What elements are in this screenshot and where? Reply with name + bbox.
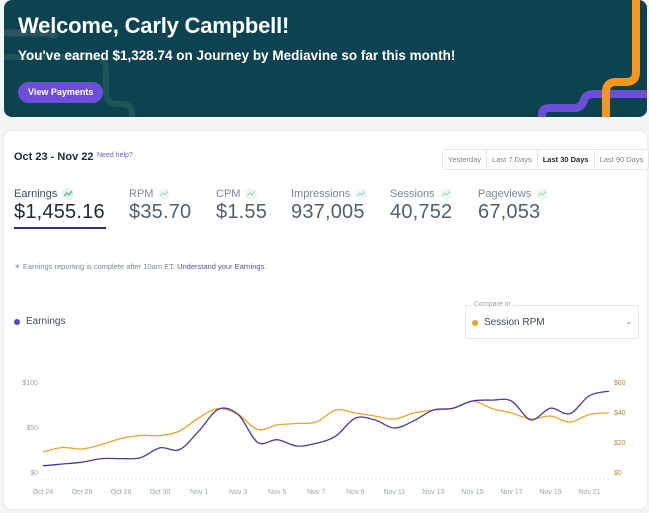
compare-selected-value: Session RPM [484, 317, 545, 328]
metric-cpm[interactable]: CPM $1.55 [216, 188, 267, 224]
x-tick-label: Nov 11 [383, 489, 405, 496]
x-tick-label: Nov 13 [422, 489, 444, 496]
range-last-30-days-button[interactable]: Last 30 Days [537, 150, 595, 169]
earnings-legend: Earnings [14, 316, 65, 327]
metric-label: CPM [216, 188, 241, 200]
metric-value: $1,455.16 [14, 201, 105, 223]
range-yesterday-button[interactable]: Yesterday [443, 150, 488, 169]
note-text: Earnings reporting is complete after 10a… [22, 262, 175, 271]
earnings-note: ☀ Earnings reporting is complete after 1… [14, 262, 266, 271]
y-right-tick-label: $0 [614, 470, 622, 477]
metric-label: Sessions [390, 188, 435, 200]
need-help-link[interactable]: Need help? [97, 152, 133, 159]
x-tick-label: Nov 21 [578, 489, 600, 496]
active-metric-underline [14, 227, 106, 229]
compare-to-select[interactable]: Compare to Session RPM ⌄ [465, 301, 639, 339]
x-tick-label: Nov 3 [229, 489, 247, 496]
banner-decoration [4, 0, 647, 117]
metric-label: Impressions [291, 188, 351, 200]
metric-label: Earnings [14, 188, 58, 200]
x-tick-label: Nov 5 [268, 489, 286, 496]
trending-up-icon [158, 188, 171, 200]
x-tick-label: Nov 17 [500, 489, 522, 496]
welcome-banner: Welcome, Carly Campbell! You've earned $… [4, 0, 647, 117]
metric-value: $1.55 [216, 201, 268, 223]
x-tick-label: Oct 30 [150, 489, 171, 496]
metric-earnings[interactable]: Earnings $1,455.16 [14, 188, 106, 229]
earnings-chart: $0 $50 $100 $0 $20 $40 $60 Oct 24 Oct 26 Oct 28 Oc… [22, 380, 626, 496]
x-tick-label: Nov 15 [461, 489, 483, 496]
metric-label: RPM [129, 188, 154, 200]
earnings-series-line [42, 390, 610, 467]
trending-up-icon [439, 188, 452, 200]
date-range-selector: Yesterday Last 7 Days Last 30 Days Last … [442, 149, 649, 170]
y-right-tick-label: $20 [614, 440, 626, 447]
y-left-tick-label: $100 [22, 380, 38, 387]
metric-rpm[interactable]: RPM $35.70 [129, 188, 191, 224]
sun-icon: ☀ [14, 262, 21, 271]
x-tick-label: Nov 1 [190, 489, 208, 496]
x-tick-label: Nov 19 [539, 489, 561, 496]
range-last-7-days-button[interactable]: Last 7 Days [487, 150, 538, 169]
earnings-card: Oct 23 - Nov 22 Need help? Yesterday Las… [4, 131, 649, 509]
session-rpm-series-line [42, 400, 610, 453]
y-right-tick-label: $40 [614, 410, 626, 417]
metric-label: Pageviews [478, 188, 532, 200]
y-left-tick-label: $50 [26, 425, 38, 432]
earnings-legend-dot-icon [14, 318, 20, 325]
view-payments-button[interactable]: View Payments [18, 82, 104, 103]
metric-value: $35.70 [129, 201, 192, 223]
metric-impressions[interactable]: Impressions 937,005 [291, 188, 368, 224]
y-right-tick-label: $60 [614, 380, 626, 387]
trending-up-icon [536, 188, 549, 200]
trending-up-icon [355, 188, 368, 200]
welcome-title: Welcome, Carly Campbell! [18, 13, 290, 38]
metric-pageviews[interactable]: Pageviews 67,053 [478, 188, 549, 224]
x-tick-label: Oct 24 [33, 489, 54, 496]
trending-up-icon [62, 188, 75, 200]
x-tick-label: Nov 7 [307, 489, 325, 496]
session-rpm-dot-icon [472, 319, 478, 326]
date-range-label: Oct 23 - Nov 22 [14, 151, 94, 163]
trending-up-icon [245, 188, 258, 200]
y-left-tick-label: $0 [30, 470, 38, 477]
metric-value: 937,005 [291, 201, 365, 223]
metric-sessions[interactable]: Sessions 40,752 [390, 188, 452, 224]
x-tick-label: Oct 28 [111, 489, 132, 496]
x-tick-label: Oct 26 [72, 489, 93, 496]
understand-earnings-link[interactable]: Understand your Earnings. [177, 262, 267, 271]
metric-value: 67,053 [478, 201, 541, 223]
chevron-down-icon: ⌄ [625, 317, 632, 326]
compare-to-label: Compare to [472, 301, 513, 308]
earnings-summary-text: You've earned $1,328.74 on Journey by Me… [18, 48, 456, 63]
range-last-90-days-button[interactable]: Last 90 Days [594, 150, 649, 169]
earnings-legend-label: Earnings [26, 316, 66, 327]
metric-value: 40,752 [390, 201, 453, 223]
x-tick-label: Nov 9 [346, 489, 364, 496]
